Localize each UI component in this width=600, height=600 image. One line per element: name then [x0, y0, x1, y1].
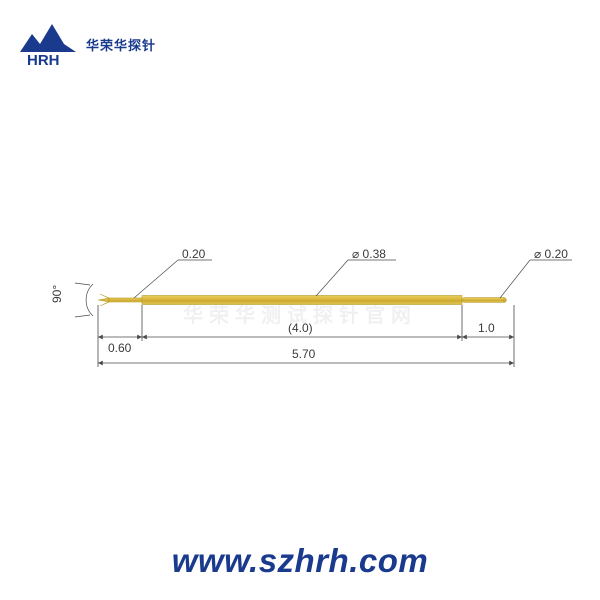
- dim-len-total: 5.70: [292, 347, 316, 361]
- dim-barrel-dia: ⌀ 0.38: [352, 247, 386, 261]
- dim-len-tail: 1.0: [478, 321, 495, 335]
- logo-cn-text: 华荣华探针: [86, 35, 156, 54]
- probe-dimension-diagram: 0.20 ⌀ 0.38 ⌀ 0.20 90° 0.60 (4.0) 1.0 5.…: [0, 205, 600, 395]
- brand-logo: HRH 华荣华探针: [18, 18, 156, 70]
- dim-len-barrel: (4.0): [288, 321, 313, 335]
- dim-len-tip: 0.60: [108, 341, 132, 355]
- svg-text:HRH: HRH: [27, 52, 60, 69]
- logo-mark-icon: HRH: [18, 18, 80, 70]
- dim-tip-dia: 0.20: [182, 247, 206, 261]
- dim-tail-dia: ⌀ 0.20: [534, 247, 568, 261]
- dim-tip-angle: 90°: [50, 285, 64, 303]
- website-url: www.szhrh.com: [0, 542, 600, 580]
